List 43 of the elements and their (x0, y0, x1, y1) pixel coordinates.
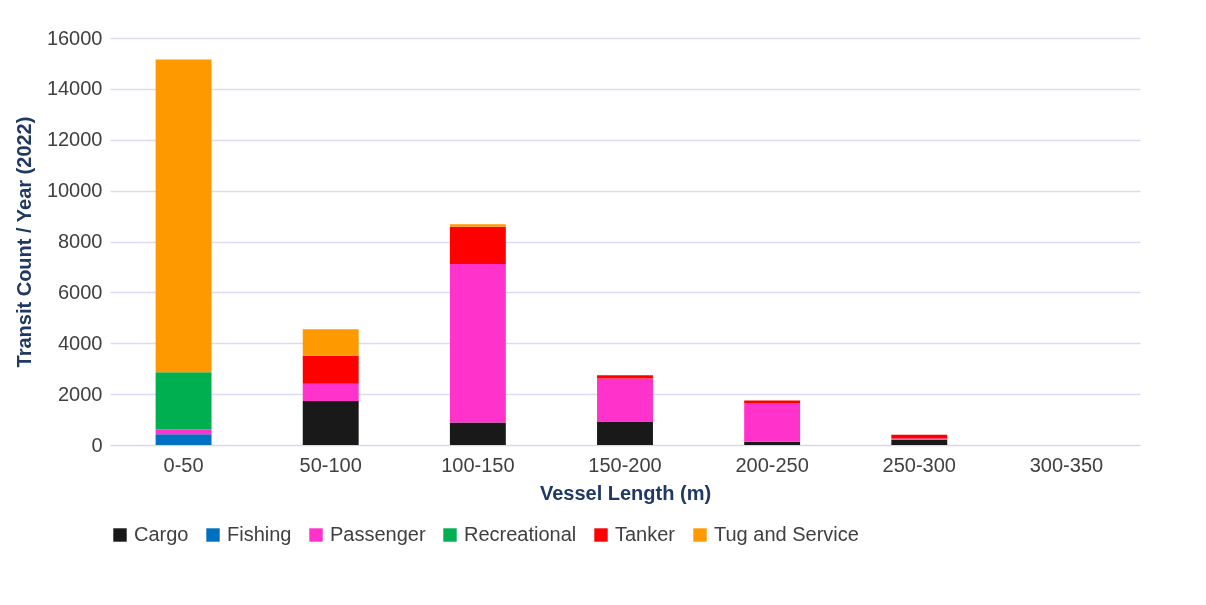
bar (302, 383, 359, 401)
y-tick-label: 0 (91, 433, 103, 456)
legend-label: Recreational (464, 523, 577, 545)
x-tick-label: 150-200 (588, 453, 662, 476)
y-tick-label: 14000 (46, 77, 103, 100)
y-tick-label: 10000 (46, 179, 103, 202)
bar (597, 375, 653, 379)
x-axis-title: Vessel Length (m) (539, 481, 712, 504)
bar (891, 439, 948, 445)
y-tick-label: 2000 (58, 382, 103, 405)
x-tick-label: 0-50 (163, 453, 204, 476)
legend-label: Tanker (615, 523, 676, 545)
bar (597, 421, 653, 445)
y-tick-label: 4000 (58, 331, 103, 354)
x-tick-label: 250-300 (882, 453, 956, 476)
legend-label: Passenger (330, 523, 426, 545)
bar (744, 400, 801, 404)
y-axis-title: Transit Count / Year (2022) (12, 116, 35, 368)
bar (449, 263, 506, 423)
bar (302, 355, 359, 384)
y-tick-label: 6000 (58, 280, 103, 303)
bar (449, 422, 506, 445)
y-tick-label: 12000 (46, 128, 103, 151)
bar (155, 59, 212, 373)
bar (744, 441, 801, 445)
legend-label: Cargo (134, 523, 189, 545)
bar (744, 403, 801, 442)
x-tick-label: 200-250 (735, 453, 809, 476)
bar (449, 224, 506, 227)
bar (302, 400, 359, 445)
bar (155, 372, 212, 430)
legend-label: Fishing (227, 523, 292, 545)
x-tick-label: 100-150 (441, 453, 515, 476)
bar (597, 378, 653, 422)
bar (449, 226, 506, 264)
x-tick-label: 50-100 (299, 453, 362, 476)
legend-label: Tug and Service (714, 523, 859, 545)
bar (155, 429, 212, 435)
bar (155, 434, 212, 445)
bar (302, 329, 359, 356)
y-tick-label: 16000 (46, 26, 103, 49)
x-tick-label: 300-350 (1029, 453, 1104, 476)
y-tick-label: 8000 (58, 230, 103, 252)
